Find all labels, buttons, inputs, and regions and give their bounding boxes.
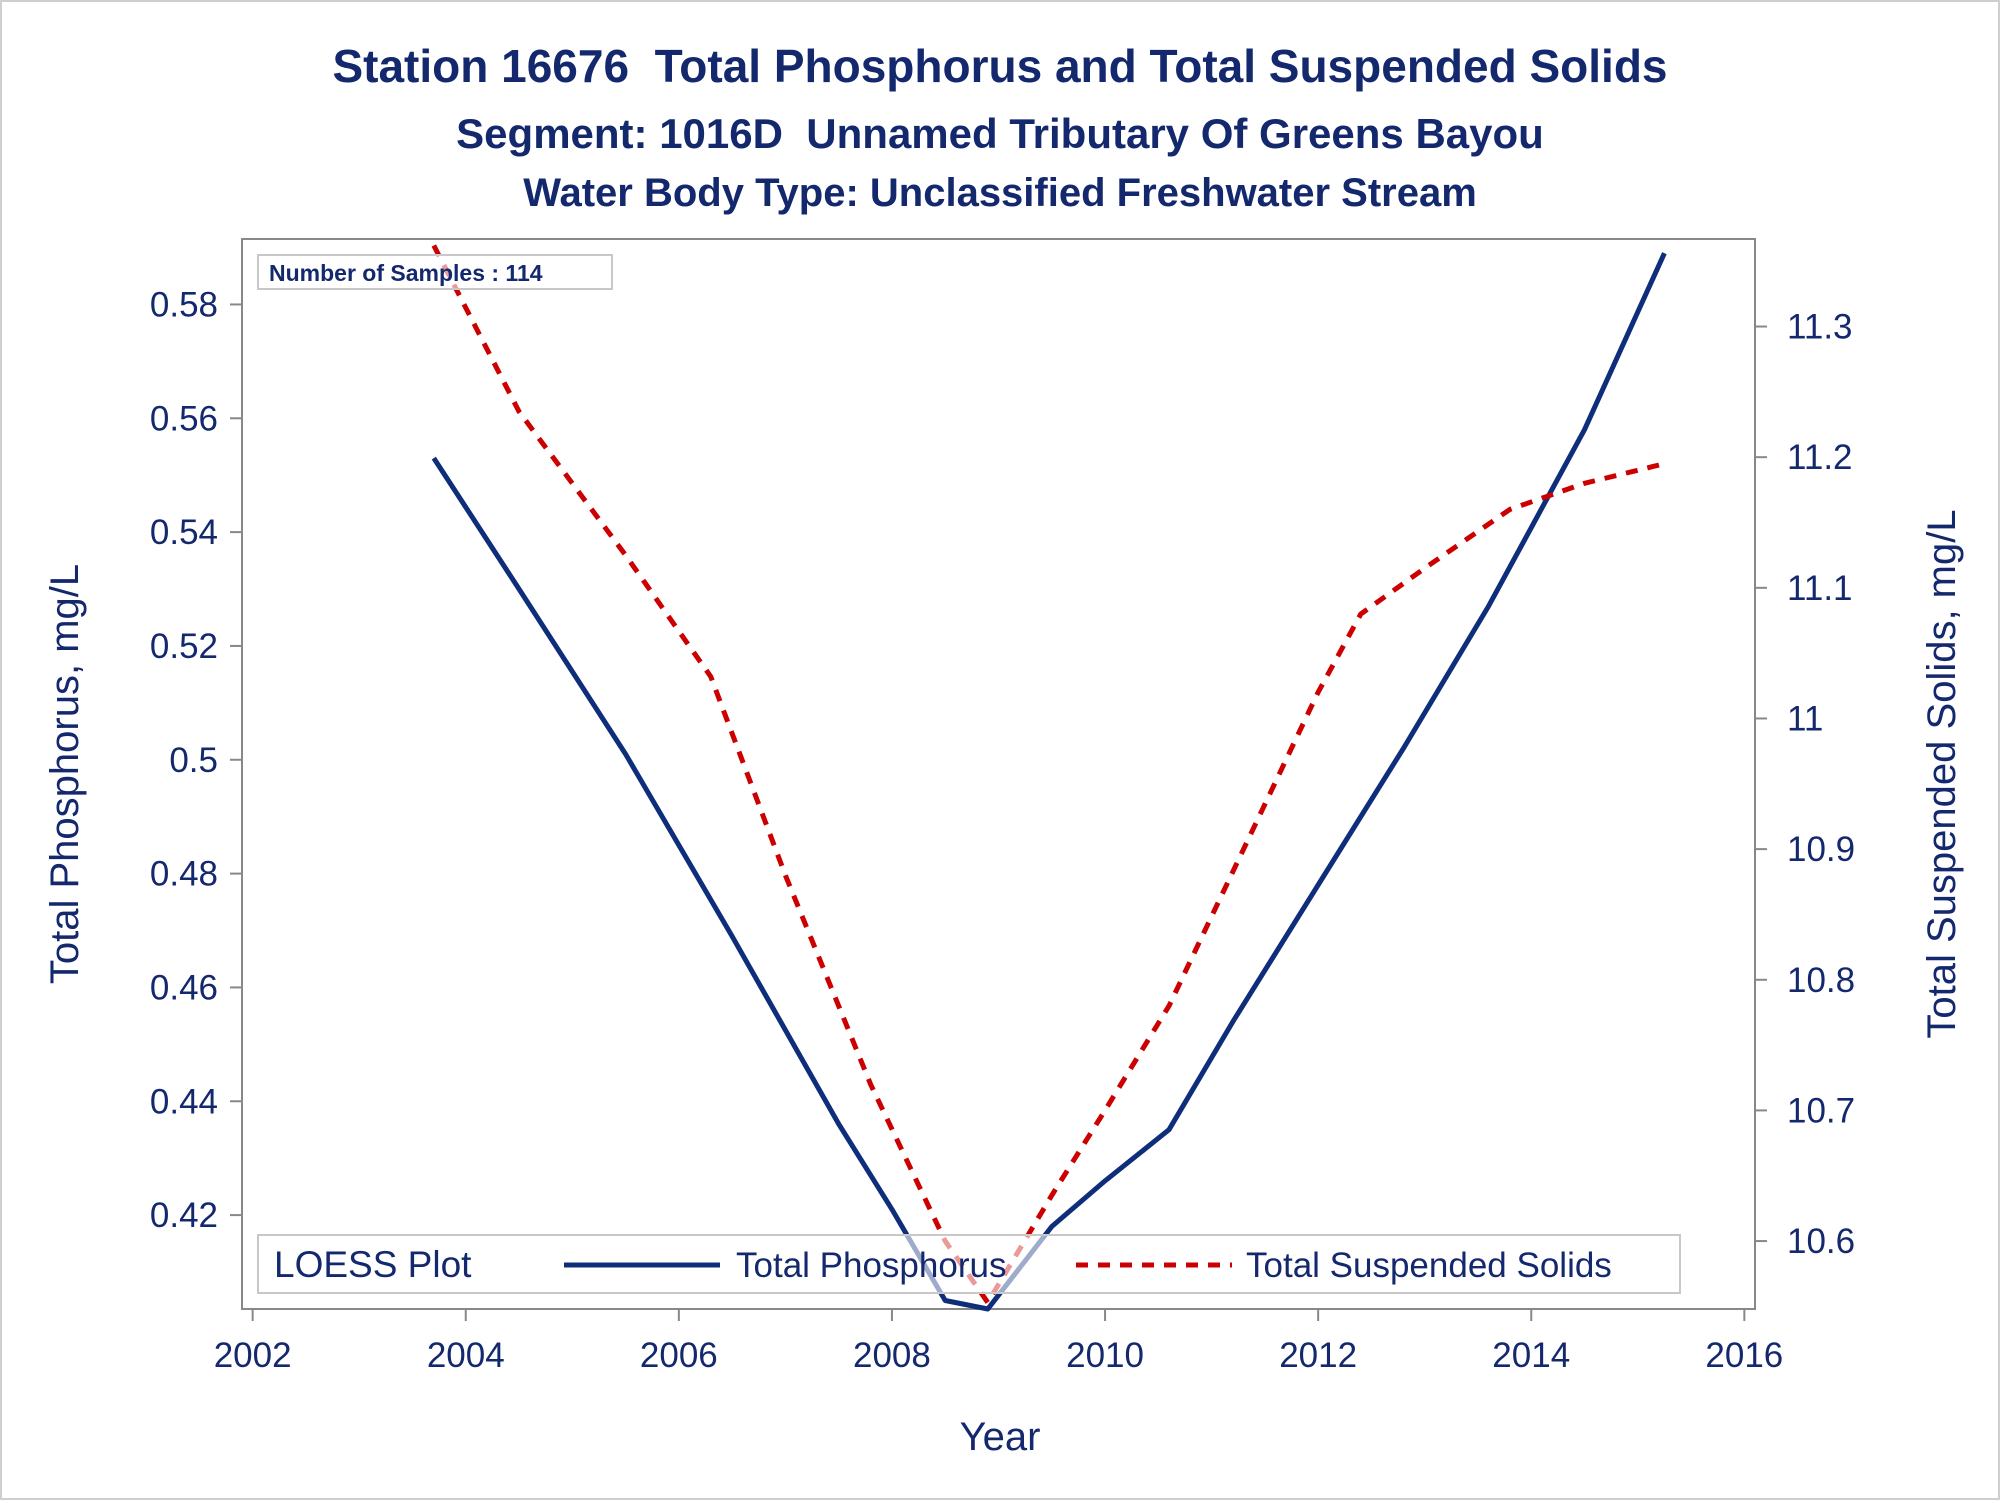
y-axis-right: 10.6 10.7 10.8 10.9 11 11.1 11.2 11.3 xyxy=(1755,308,1855,1261)
y-right-tick-label: 10.8 xyxy=(1787,961,1855,1000)
x-tick-label: 2006 xyxy=(640,1336,718,1375)
y-left-tick-label: 0.46 xyxy=(150,968,218,1007)
chart-subtitle: Segment: 1016D Unnamed Tributary Of Gree… xyxy=(456,110,1544,157)
y-right-tick-label: 10.6 xyxy=(1787,1222,1855,1261)
y-right-tick-label: 10.9 xyxy=(1787,830,1855,869)
sample-count-frame xyxy=(257,254,613,290)
y-axis-left-label: Total Phosphorus, mg/L xyxy=(43,564,87,984)
y-left-tick-label: 0.44 xyxy=(150,1082,218,1121)
x-axis: 2002 2004 2006 2008 2010 2012 2014 2016 xyxy=(214,1309,1783,1375)
legend-frame xyxy=(257,1234,1681,1294)
legend: LOESS Plot Total Phosphorus Total Suspen… xyxy=(257,1234,1681,1294)
y-right-tick-label: 11 xyxy=(1787,699,1823,738)
x-tick-label: 2002 xyxy=(214,1336,292,1375)
y-left-tick-label: 0.56 xyxy=(150,399,218,438)
y-axis-right-label: Total Suspended Solids, mg/L xyxy=(1920,509,1964,1038)
y-left-tick-label: 0.52 xyxy=(150,627,218,666)
legend-label-phosphorus: Total Phosphorus xyxy=(736,1246,1006,1285)
series-line-total-suspended-solids xyxy=(431,244,1665,1305)
legend-title: LOESS Plot xyxy=(274,1244,472,1285)
x-tick-label: 2016 xyxy=(1705,1336,1783,1375)
sample-count-box: Number of Samples : 114 xyxy=(257,254,613,290)
x-tick-label: 2004 xyxy=(427,1336,505,1375)
chart-subtitle-2: Water Body Type: Unclassified Freshwater… xyxy=(523,171,1477,215)
chart-title: Station 16676 Total Phosphorus and Total… xyxy=(332,40,1667,92)
x-tick-label: 2014 xyxy=(1492,1336,1570,1375)
series-line-total-phosphorus xyxy=(431,252,1667,1312)
x-axis-label: Year xyxy=(960,1415,1041,1459)
y-right-tick-label: 11.3 xyxy=(1787,308,1853,347)
y-left-tick-label: 0.5 xyxy=(169,741,218,780)
y-right-tick-label: 11.2 xyxy=(1787,438,1853,477)
plot-area xyxy=(241,238,1756,1310)
y-right-tick-label: 10.7 xyxy=(1787,1091,1855,1130)
sample-count-label: Number of Samples : 114 xyxy=(269,260,543,286)
series-layer xyxy=(431,244,1667,1312)
x-tick-label: 2012 xyxy=(1279,1336,1357,1375)
y-right-tick-label: 11.1 xyxy=(1787,569,1853,608)
x-tick-label: 2010 xyxy=(1066,1336,1144,1375)
y-left-tick-label: 0.54 xyxy=(150,513,218,552)
y-left-tick-label: 0.58 xyxy=(150,285,218,324)
legend-label-solids: Total Suspended Solids xyxy=(1246,1246,1612,1285)
x-tick-label: 2008 xyxy=(853,1336,931,1375)
y-left-tick-label: 0.48 xyxy=(150,855,218,894)
y-left-tick-label: 0.42 xyxy=(150,1196,218,1235)
y-axis-left: 0.42 0.44 0.46 0.48 0.5 0.52 0.54 0.56 0.58 xyxy=(150,285,242,1235)
